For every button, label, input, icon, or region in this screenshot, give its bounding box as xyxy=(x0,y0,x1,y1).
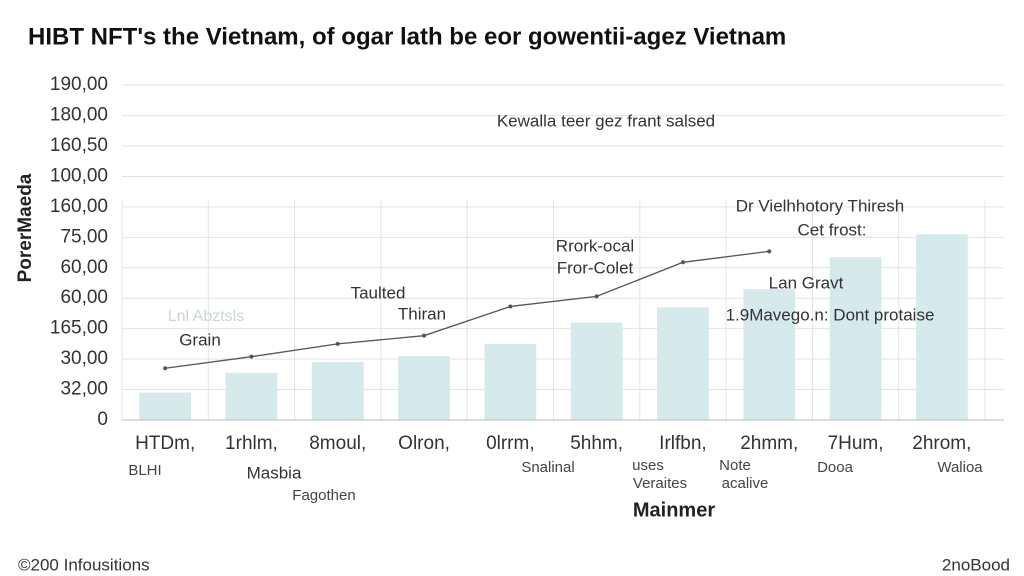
sublabel: Dooa xyxy=(817,459,854,476)
sublabel: BLHI xyxy=(128,462,161,479)
trend-point xyxy=(508,304,513,309)
annotation: 1.9Mavego.n: Dont protaise xyxy=(726,305,935,324)
y-tick-label: 160,50 xyxy=(50,135,108,156)
trend-point xyxy=(249,354,254,359)
x-tick-label: 2hrom, xyxy=(912,433,971,454)
footer-left: ©200 Infousitions xyxy=(18,555,150,574)
annotation: Thiran xyxy=(398,304,446,323)
bar xyxy=(915,234,968,420)
bar xyxy=(225,372,278,420)
trend-point xyxy=(680,260,685,265)
x-tick-label: 0lrrm, xyxy=(486,433,535,454)
y-tick-label: 100,00 xyxy=(50,165,108,186)
y-tick-label: 30,00 xyxy=(60,348,108,369)
trend-point xyxy=(767,249,772,254)
sublabel: Masbia xyxy=(247,463,302,482)
annotation: Kewalla teer gez frant salsed xyxy=(497,111,715,130)
annotation: Lan Gravt xyxy=(769,273,844,292)
annotation: Dr Vielhhotory Thiresh xyxy=(736,196,905,215)
y-tick-label: 60,00 xyxy=(60,257,108,278)
sublabel: uses xyxy=(632,457,664,474)
x-tick-label: 7Hum, xyxy=(828,433,884,454)
bar xyxy=(311,362,364,420)
plot-area: 0 32,00 30,00 165,00 60,00 60,00 75,00 160,00 10… xyxy=(50,74,1004,454)
x-tick-label: HTDm, xyxy=(135,433,195,454)
y-tick-label: 165,00 xyxy=(50,318,108,339)
trend-point xyxy=(422,333,427,338)
sublabel: Walioa xyxy=(937,459,983,476)
y-axis-label: PorerMaeda xyxy=(15,173,36,282)
x-tick-label: 2hmm, xyxy=(740,433,798,454)
y-tick-label: 60,00 xyxy=(60,287,108,308)
y-tick-label: 160,00 xyxy=(50,196,108,217)
sublabel: Fagothen xyxy=(292,487,355,504)
x-tick-label: Olron, xyxy=(398,433,450,454)
annotation: Grain xyxy=(179,330,221,349)
bar xyxy=(570,322,623,420)
y-tick-label: 32,00 xyxy=(60,379,108,400)
footer-right: 2noBood xyxy=(942,555,1010,574)
bar xyxy=(829,257,882,420)
x-tick-label: Irlfbn, xyxy=(659,433,707,454)
trend-line xyxy=(165,250,770,369)
sublabel: Veraites xyxy=(633,475,687,492)
y-tick-label: 190,00 xyxy=(50,74,108,95)
sublabel: Note xyxy=(719,457,751,474)
trend-point xyxy=(335,341,340,346)
sublabel: Snalinal xyxy=(521,459,574,476)
annotation: Taulted xyxy=(351,283,406,302)
y-tick-label: 75,00 xyxy=(60,226,108,247)
annotation: Cet frost: xyxy=(798,220,867,239)
bar xyxy=(743,289,796,420)
trend-point xyxy=(163,366,168,371)
x-axis-label: Mainmer xyxy=(633,499,715,521)
y-tick-label: 0 xyxy=(97,409,108,430)
bar xyxy=(398,356,450,420)
y-tick-label: 180,00 xyxy=(50,105,108,126)
bar xyxy=(657,307,709,420)
annotation: Rrork-ocal xyxy=(556,236,634,255)
annotation: Lnl Abztsls xyxy=(168,308,244,325)
sublabel: acalive xyxy=(722,475,769,492)
chart-title: HIBT NFT's the Vietnam, of ogar lath be … xyxy=(28,23,786,50)
bar xyxy=(484,343,537,420)
trend-point xyxy=(594,294,599,299)
annotation: Fror-Colet xyxy=(557,258,634,277)
x-tick-label: 1rhlm, xyxy=(225,433,278,454)
x-tick-label: 8moul, xyxy=(309,433,366,454)
x-tick-label: 5hhm, xyxy=(570,433,623,454)
bar xyxy=(139,392,192,420)
